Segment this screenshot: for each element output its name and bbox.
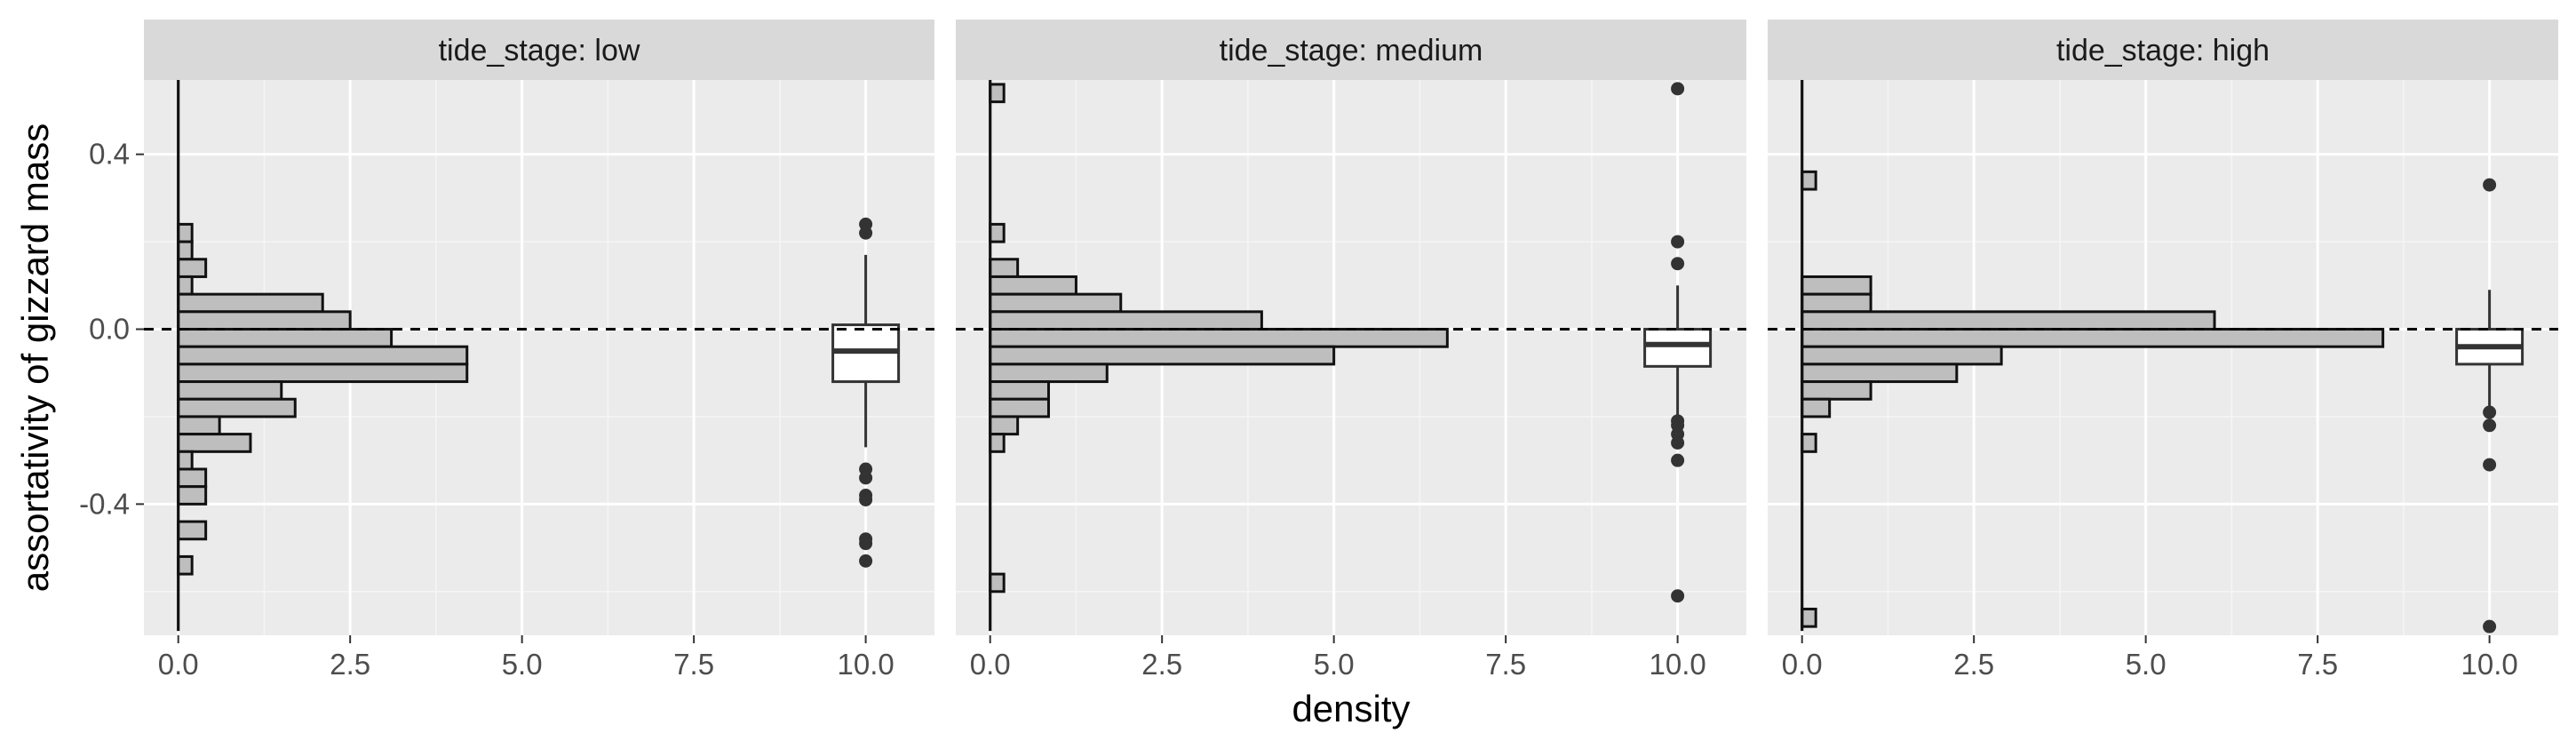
histogram-bar xyxy=(989,83,1006,104)
x-tick-label: 7.5 xyxy=(673,648,714,681)
boxplot-outlier-point xyxy=(1671,589,1685,603)
y-tick-label: -0.4 xyxy=(79,487,130,520)
histogram-bar xyxy=(989,415,1020,436)
x-tick-label: 10.0 xyxy=(2461,648,2517,681)
histogram-bar xyxy=(1801,310,2216,331)
facet-strip-label: tide_stage: medium xyxy=(1220,34,1483,68)
histogram-bar xyxy=(177,554,194,576)
histogram-bar xyxy=(177,240,194,261)
x-tick-label: 5.0 xyxy=(2126,648,2167,681)
histogram-bar xyxy=(989,328,1449,348)
x-tick-label: 2.5 xyxy=(330,648,370,681)
histogram-bar xyxy=(989,310,1263,331)
histogram-bar xyxy=(989,433,1006,453)
x-tick-label: 0.0 xyxy=(158,648,199,681)
histogram-bar xyxy=(1801,433,1817,453)
boxplot-outlier-point xyxy=(1671,235,1685,249)
axis-titles: density assortativity of gizzard mass xyxy=(14,124,1411,729)
histogram-bar xyxy=(177,397,297,418)
facet-strip xyxy=(144,20,934,80)
facet-strip xyxy=(956,20,1746,80)
boxplot-outlier-point xyxy=(859,471,873,485)
x-tick-label: 7.5 xyxy=(1485,648,1526,681)
histogram-bar xyxy=(989,345,1336,366)
x-tick-label: 10.0 xyxy=(1649,648,1705,681)
histogram-bar xyxy=(177,415,221,436)
histogram-bar xyxy=(989,380,1050,401)
histogram-bar xyxy=(177,485,208,506)
boxplot-outlier-point xyxy=(859,492,873,506)
facet-strip-label: tide_stage: low xyxy=(439,34,640,68)
histogram-bar xyxy=(989,292,1123,314)
histogram-bar xyxy=(177,520,208,541)
boxplot-outlier-point xyxy=(859,554,873,568)
histogram-bar xyxy=(177,363,469,384)
histogram-bar xyxy=(177,275,194,296)
boxplot-outlier-point xyxy=(859,226,873,240)
facet-strip-label: tide_stage: high xyxy=(2056,34,2270,68)
boxplot-outlier-point xyxy=(1671,453,1685,467)
boxplot-outlier-point xyxy=(2483,619,2497,633)
histogram-bar xyxy=(989,258,1020,278)
facet-panels: tide_stage: low 0.0 2.5 5.0 7.5 10.0 0.4 0.0 -0.… xyxy=(79,20,2558,681)
x-tick-label: 0.0 xyxy=(970,648,1011,681)
facet-strip xyxy=(1768,20,2558,80)
y-axis-title: assortativity of gizzard mass xyxy=(14,124,56,593)
histogram-bar xyxy=(177,292,324,314)
histogram-bar xyxy=(177,310,352,331)
boxplot-outlier-point xyxy=(1671,435,1685,450)
facet-panel: tide_stage: low 0.0 2.5 5.0 7.5 10.0 0.4 0.0 -0.… xyxy=(79,20,934,681)
histogram-bar xyxy=(1801,380,1872,401)
histogram-bar xyxy=(177,433,252,453)
histogram-bar xyxy=(989,572,1006,594)
x-tick-label: 5.0 xyxy=(1314,648,1355,681)
histogram-bar xyxy=(177,467,208,489)
histogram-bar xyxy=(177,345,469,366)
boxplot-outlier-point xyxy=(2483,405,2497,419)
histogram-bar xyxy=(1801,170,1817,191)
x-tick-label: 7.5 xyxy=(2297,648,2338,681)
boxplot-outlier-point xyxy=(1671,257,1685,271)
boxplot-outlier-point xyxy=(1671,82,1685,96)
y-tick-label: 0.4 xyxy=(89,138,130,171)
histogram-bar xyxy=(989,397,1050,418)
histogram-bar xyxy=(989,363,1109,384)
boxplot-outlier-point xyxy=(2483,178,2497,192)
histogram-bar xyxy=(177,258,208,278)
histogram-bar xyxy=(1801,275,1872,296)
histogram-bar xyxy=(989,275,1077,296)
x-tick-label: 5.0 xyxy=(502,648,543,681)
x-tick-label: 2.5 xyxy=(1141,648,1182,681)
histogram-bar xyxy=(1801,607,1817,628)
histogram-bar xyxy=(177,380,283,401)
histogram-bar xyxy=(1801,345,2003,366)
boxplot-outlier-point xyxy=(2483,418,2497,433)
x-tick-label: 10.0 xyxy=(837,648,894,681)
x-axis-title: density xyxy=(1292,688,1410,729)
facet-panel: tide_stage: medium 0.0 2.5 5.0 7.5 10.0 xyxy=(956,20,1746,681)
boxplot-outlier-point xyxy=(2483,458,2497,472)
histogram-bar xyxy=(177,450,194,471)
histogram-bar xyxy=(177,328,394,348)
histogram-bar xyxy=(1801,363,1959,384)
histogram-bar xyxy=(1801,292,1872,314)
histogram-bar xyxy=(1801,397,1832,418)
histogram-bar xyxy=(1801,328,2385,348)
x-tick-label: 2.5 xyxy=(1953,648,1994,681)
x-tick-label: 0.0 xyxy=(1782,648,1823,681)
facet-panel: tide_stage: high 0.0 2.5 5.0 7.5 10.0 xyxy=(1768,20,2558,681)
histogram-bar xyxy=(177,222,194,243)
boxplot-box xyxy=(1643,328,1713,368)
boxplot-outlier-point xyxy=(859,537,873,551)
histogram-bar xyxy=(989,222,1006,243)
y-tick-label: 0.0 xyxy=(89,313,130,346)
